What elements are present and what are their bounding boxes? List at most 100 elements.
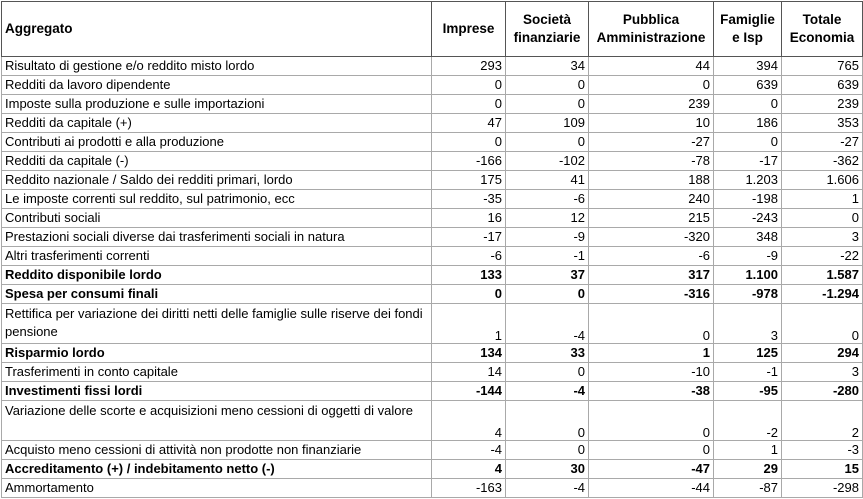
row-value: 639	[781, 75, 863, 95]
row-value: 3	[781, 227, 863, 247]
row-value: -17	[713, 151, 782, 171]
row-label: Prestazioni sociali diverse dai trasferi…	[1, 227, 432, 247]
table-row: Acquisto meno cessioni di attività non p…	[1, 440, 863, 460]
header-imprese: Imprese	[431, 1, 506, 57]
row-value: -280	[781, 381, 863, 401]
row-value: -4	[505, 303, 589, 344]
row-value: -1	[505, 246, 589, 266]
row-value: 10	[588, 113, 714, 133]
table-row: Contributi ai prodotti e alla produzione…	[1, 132, 863, 152]
row-value: 4	[431, 400, 506, 441]
row-label: Risultato di gestione e/o reddito misto …	[1, 56, 432, 76]
row-value: -298	[781, 478, 863, 498]
row-value: -1.294	[781, 284, 863, 304]
row-value: 0	[713, 132, 782, 152]
row-value: -6	[505, 189, 589, 209]
row-value: -166	[431, 151, 506, 171]
row-value: 175	[431, 170, 506, 190]
row-value: 1.587	[781, 265, 863, 285]
row-value: 293	[431, 56, 506, 76]
row-value: 15	[781, 459, 863, 479]
row-value: 239	[781, 94, 863, 114]
row-label: Ammortamento	[1, 478, 432, 498]
row-value: -38	[588, 381, 714, 401]
row-value: -9	[505, 227, 589, 247]
table-row: Imposte sulla produzione e sulle importa…	[1, 94, 863, 114]
row-value: 0	[505, 94, 589, 114]
row-value: 0	[431, 132, 506, 152]
row-value: 44	[588, 56, 714, 76]
table-row: Accreditamento (+) / indebitamento netto…	[1, 459, 863, 479]
row-value: 0	[588, 400, 714, 441]
row-value: -44	[588, 478, 714, 498]
row-value: 0	[781, 208, 863, 228]
row-value: 0	[505, 284, 589, 304]
row-value: 317	[588, 265, 714, 285]
row-label: Redditi da capitale (-)	[1, 151, 432, 171]
row-value: -35	[431, 189, 506, 209]
table-row: Prestazioni sociali diverse dai trasferi…	[1, 227, 863, 247]
row-value: -144	[431, 381, 506, 401]
row-label: Accreditamento (+) / indebitamento netto…	[1, 459, 432, 479]
header-row: Aggregato Imprese Società finanziarie Pu…	[1, 1, 863, 57]
row-value: 240	[588, 189, 714, 209]
row-value: 0	[713, 94, 782, 114]
row-value: 0	[505, 400, 589, 441]
row-label: Redditi da lavoro dipendente	[1, 75, 432, 95]
row-value: -4	[505, 381, 589, 401]
row-value: -87	[713, 478, 782, 498]
row-value: -27	[588, 132, 714, 152]
table-row: Investimenti fissi lordi -144 -4 -38 -95 -280	[1, 381, 863, 401]
row-value: 394	[713, 56, 782, 76]
row-value: -1	[713, 362, 782, 382]
row-value: 0	[588, 303, 714, 344]
table-row: Risparmio lordo 134 33 1 125 294	[1, 343, 863, 363]
row-value: 0	[588, 440, 714, 460]
row-value: 16	[431, 208, 506, 228]
table-row: Redditi da lavoro dipendente 0 0 0 639 639	[1, 75, 863, 95]
row-label: Variazione delle scorte e acquisizioni m…	[1, 400, 432, 441]
table-row: Trasferimenti in conto capitale 14 0 -10 -1 3	[1, 362, 863, 382]
row-value: 125	[713, 343, 782, 363]
row-value: 29	[713, 459, 782, 479]
row-value: 37	[505, 265, 589, 285]
row-label: Reddito disponibile lordo	[1, 265, 432, 285]
row-value: 41	[505, 170, 589, 190]
table-row: Reddito disponibile lordo 133 37 317 1.100 1.…	[1, 265, 863, 285]
table-row: Variazione delle scorte e acquisizioni m…	[1, 400, 863, 441]
row-value: -6	[588, 246, 714, 266]
row-value: -3	[781, 440, 863, 460]
row-value: -6	[431, 246, 506, 266]
row-value: 3	[781, 362, 863, 382]
row-label: Imposte sulla produzione e sulle importa…	[1, 94, 432, 114]
row-label: Reddito nazionale / Saldo dei redditi pr…	[1, 170, 432, 190]
row-value: 134	[431, 343, 506, 363]
header-famiglie-isp: Famiglie e Isp	[713, 1, 782, 57]
row-value: 1.100	[713, 265, 782, 285]
row-label: Investimenti fissi lordi	[1, 381, 432, 401]
row-label: Rettifica per variazione dei diritti net…	[1, 303, 432, 344]
row-value: 133	[431, 265, 506, 285]
row-value: 1	[781, 189, 863, 209]
row-value: 30	[505, 459, 589, 479]
row-value: 0	[505, 132, 589, 152]
row-value: -22	[781, 246, 863, 266]
row-value: 1	[588, 343, 714, 363]
header-pubblica-amministrazione: Pubblica Amministrazione	[588, 1, 714, 57]
table-row: Contributi sociali 16 12 215 -243 0	[1, 208, 863, 228]
row-value: 1	[431, 303, 506, 344]
row-value: -978	[713, 284, 782, 304]
row-value: -243	[713, 208, 782, 228]
row-value: -102	[505, 151, 589, 171]
row-value: 1.203	[713, 170, 782, 190]
header-aggregato: Aggregato	[1, 1, 432, 57]
row-value: -198	[713, 189, 782, 209]
row-label: Le imposte correnti sul reddito, sul pat…	[1, 189, 432, 209]
row-value: 3	[713, 303, 782, 344]
row-value: -316	[588, 284, 714, 304]
row-value: 0	[431, 284, 506, 304]
row-label: Trasferimenti in conto capitale	[1, 362, 432, 382]
row-value: 34	[505, 56, 589, 76]
row-label: Contributi ai prodotti e alla produzione	[1, 132, 432, 152]
